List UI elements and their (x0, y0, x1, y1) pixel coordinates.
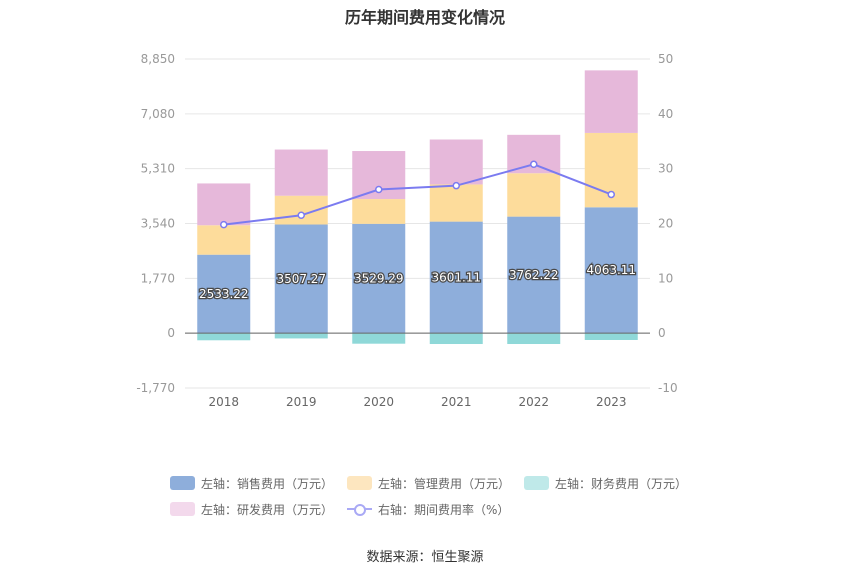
legend-swatch-sales (170, 476, 195, 490)
legend-label-sales: 左轴：销售费用（万元） (201, 476, 334, 491)
rate-point (297, 211, 305, 220)
bar-sales (507, 216, 561, 334)
legend-swatch-finance (524, 476, 550, 490)
bar-rnd (584, 70, 638, 133)
rate-line-series (220, 160, 615, 229)
x-axis-tick-label: 2023 (596, 395, 627, 409)
legend-item-sales[interactable]: 左轴：销售费用（万元） (170, 475, 333, 492)
bar-admin (197, 225, 251, 255)
bar-stacks (197, 70, 638, 345)
legend-row-2: 左轴：研发费用（万元） 右轴：期间费用率（%） (170, 496, 730, 522)
chart-title: 历年期间费用变化情况 (344, 8, 505, 27)
legend-item-rate[interactable]: 右轴：期间费用率（%） (347, 501, 509, 518)
legend-label-admin: 左轴：管理费用（万元） (378, 476, 511, 491)
x-axis-tick-label: 2019 (286, 395, 317, 409)
right-axis-tick-label: 20 (658, 217, 673, 231)
bar-finance (197, 333, 251, 341)
left-axis-tick-label: 7,080 (141, 107, 175, 121)
legend: 左轴：销售费用（万元） 左轴：管理费用（万元） 左轴：财务费用（万元） 左轴：研… (170, 470, 730, 522)
legend-label-rate: 右轴：期间费用率（%） (378, 502, 510, 517)
bar-finance (352, 333, 406, 344)
legend-label-finance: 左轴：财务费用（万元） (555, 476, 688, 491)
rate-point (220, 220, 228, 229)
left-axis-tick-label: 1,770 (141, 271, 175, 285)
data-source-note: 数据来源：恒生聚源 (366, 550, 484, 565)
x-axis-tick-label: 2022 (518, 395, 549, 409)
bar-value-label: 3601.11 (431, 270, 481, 284)
left-axis-tick-label: 0 (167, 326, 175, 340)
bar-sales (197, 254, 251, 334)
bar-admin (429, 184, 483, 222)
rate-point (607, 190, 615, 199)
bar-finance (584, 333, 638, 340)
left-axis-tick-label: 8,850 (141, 52, 175, 66)
bar-finance (429, 333, 483, 345)
left-axis-tick-label: 3,540 (141, 217, 175, 231)
right-axis-tick-label: 40 (658, 107, 673, 121)
bar-admin (507, 173, 561, 217)
rate-line (223, 163, 612, 226)
right-axis-tick-label: 10 (658, 271, 673, 285)
bar-sales (352, 223, 406, 334)
bar-finance (507, 333, 561, 345)
bar-sales (274, 224, 328, 334)
bar-value-label: 3762.22 (509, 268, 559, 282)
bar-rnd (274, 149, 328, 196)
x-axis-tick-label: 2020 (363, 395, 394, 409)
legend-item-finance[interactable]: 左轴：财务费用（万元） (524, 475, 687, 492)
bar-sales (429, 221, 483, 334)
bar-finance (274, 333, 328, 339)
right-axis-tick-label: -10 (658, 381, 678, 395)
right-axis-tick-label: 0 (658, 326, 666, 340)
legend-row-1: 左轴：销售费用（万元） 左轴：管理费用（万元） 左轴：财务费用（万元） (170, 470, 730, 496)
legend-item-admin[interactable]: 左轴：管理费用（万元） (347, 475, 510, 492)
bar-value-label: 3529.29 (354, 271, 404, 285)
bar-value-label: 2533.22 (199, 287, 249, 301)
x-axis-tick-label: 2021 (441, 395, 472, 409)
legend-swatch-rnd (170, 502, 195, 516)
bar-admin (352, 199, 406, 224)
bar-rnd (197, 183, 251, 226)
legend-line-marker-icon (347, 502, 373, 516)
legend-swatch-admin (347, 476, 373, 490)
right-axis-tick-label: 30 (658, 162, 673, 176)
legend-item-rnd[interactable]: 左轴：研发费用（万元） (170, 501, 333, 518)
bar-sales (584, 207, 638, 334)
rate-point (375, 185, 383, 194)
rate-point (530, 160, 538, 169)
bar-rnd (429, 139, 483, 185)
right-axis-tick-label: 50 (658, 52, 673, 66)
x-axis-ticks: 2018 2019 2020 2021 2022 2023 (208, 395, 626, 409)
left-axis-ticks: -1,770 0 1,770 3,540 5,310 7,080 8,850 (136, 52, 175, 395)
rate-point (452, 181, 460, 190)
bar-value-labels: 2533.22 3507.27 3529.29 3601.11 3762.22 4063.… (198, 262, 638, 302)
left-axis-tick-label: -1,770 (136, 381, 175, 395)
grid-lines (185, 58, 650, 389)
left-axis-tick-label: 5,310 (141, 162, 175, 176)
right-axis-ticks: -10 0 10 20 30 40 50 (658, 52, 678, 395)
bar-value-label: 4063.11 (586, 263, 636, 277)
bar-value-label: 3507.27 (276, 272, 326, 286)
legend-label-rnd: 左轴：研发费用（万元） (201, 502, 334, 517)
x-axis-tick-label: 2018 (208, 395, 239, 409)
